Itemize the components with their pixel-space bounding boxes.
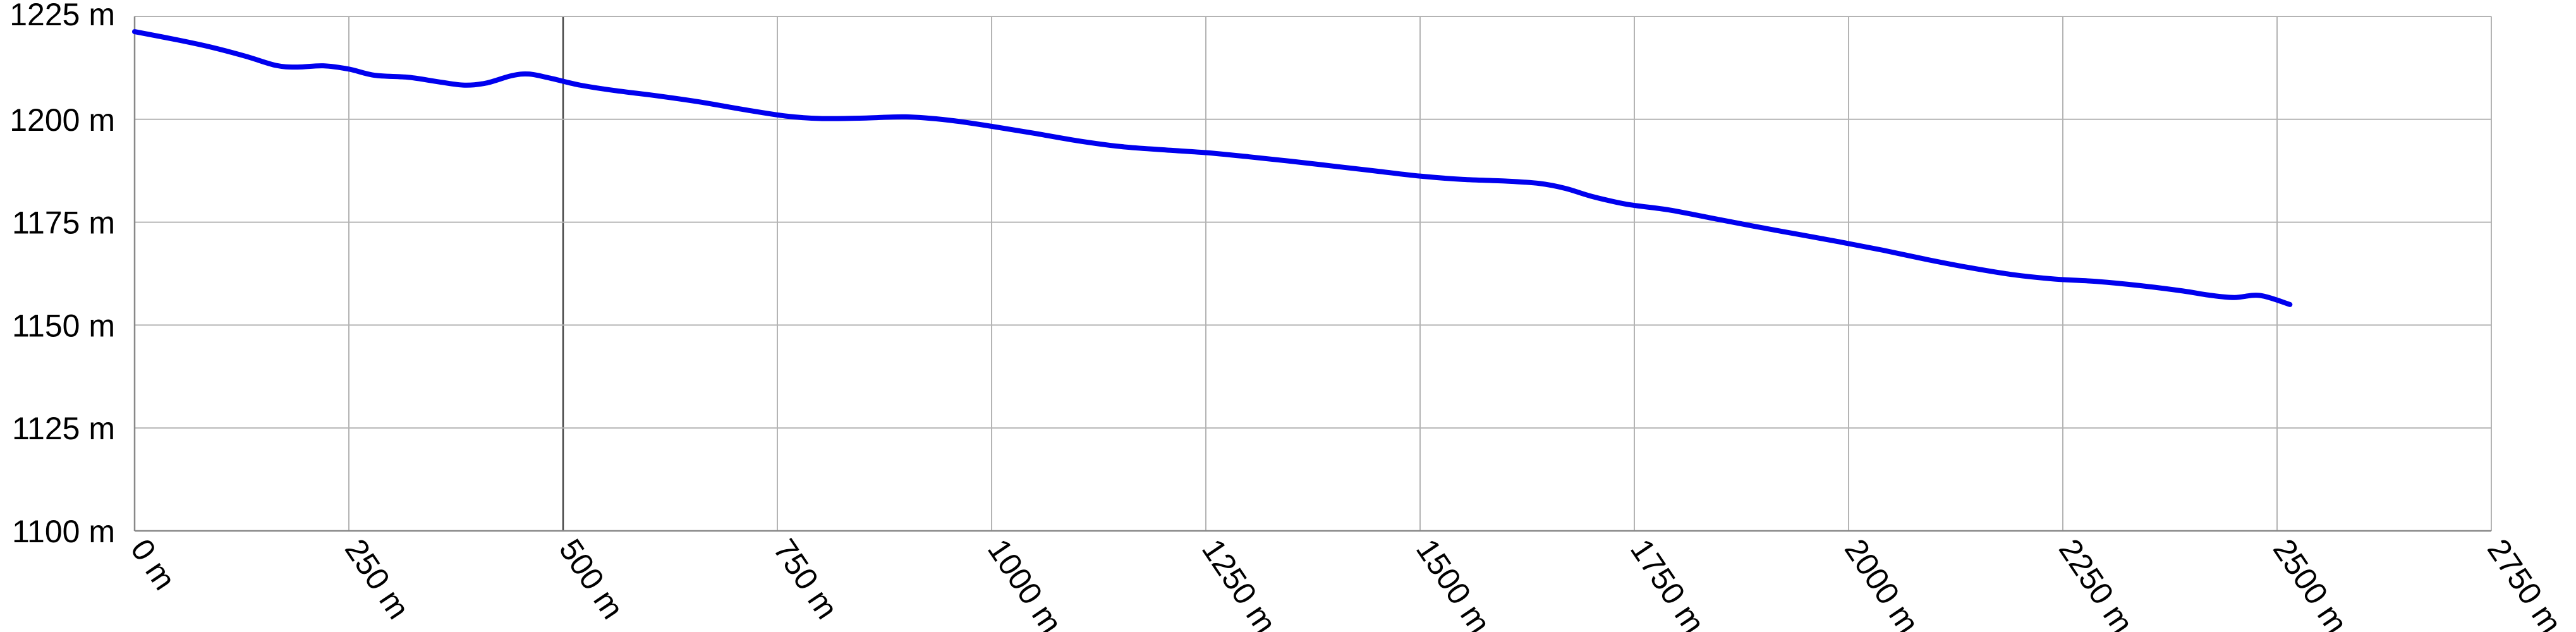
y-tick-label: 1225 m (9, 0, 115, 32)
axes (133, 16, 2491, 532)
series (132, 29, 2293, 307)
y-tick-label: 1200 m (9, 102, 115, 138)
y-tick-label: 1125 m (12, 411, 115, 446)
y-tick-label: 1100 m (12, 514, 115, 549)
y-tick-label: 1150 m (12, 308, 115, 343)
y-tick-labels: 1100 m 1125 m 1150 m 1175 m 1200 m 1225 m (9, 0, 115, 549)
elevation-series-line (132, 29, 2293, 307)
y-tick-label: 1175 m (12, 205, 115, 241)
